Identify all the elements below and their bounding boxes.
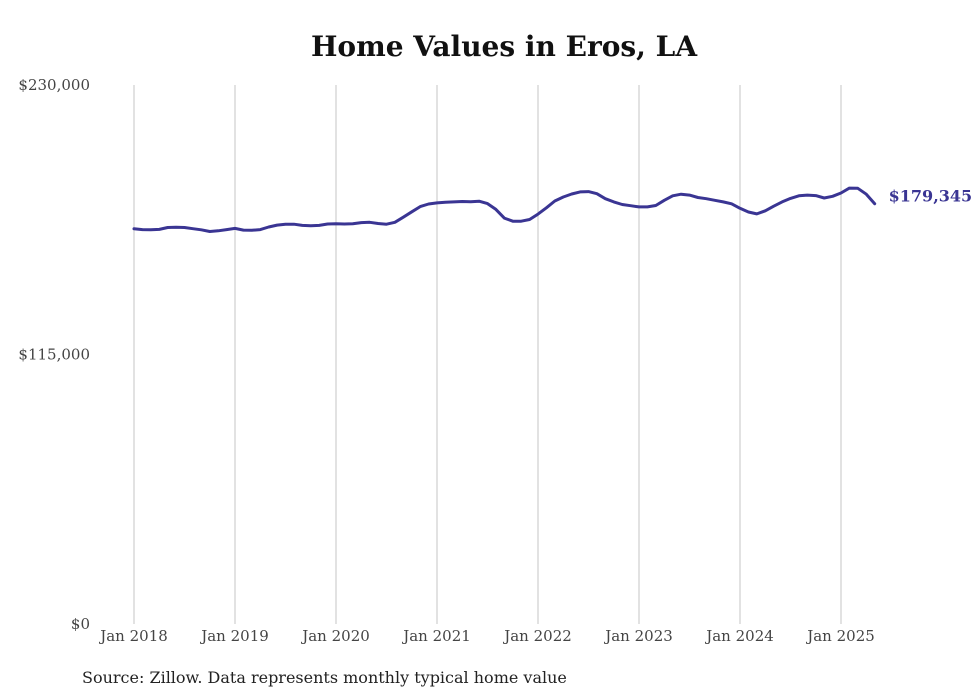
source-note: Source: Zillow. Data represents monthly … bbox=[82, 668, 567, 687]
x-tick-label: Jan 2023 bbox=[603, 627, 673, 645]
chart-title: Home Values in Eros, LA bbox=[310, 30, 698, 63]
x-tick-label: Jan 2020 bbox=[300, 627, 370, 645]
y-tick-label: $0 bbox=[71, 615, 90, 633]
series-line bbox=[132, 186, 877, 233]
last-value-label: $179,345 bbox=[889, 187, 973, 206]
x-tick-label: Jan 2019 bbox=[199, 627, 269, 645]
x-tick-label: Jan 2024 bbox=[704, 627, 774, 645]
x-tick-label: Jan 2021 bbox=[401, 627, 471, 645]
y-tick-label: $230,000 bbox=[18, 76, 90, 94]
x-tick-label: Jan 2022 bbox=[502, 627, 572, 645]
x-tick-label: Jan 2025 bbox=[805, 627, 875, 645]
x-tick-label: Jan 2018 bbox=[98, 627, 168, 645]
y-tick-label: $115,000 bbox=[18, 346, 90, 364]
